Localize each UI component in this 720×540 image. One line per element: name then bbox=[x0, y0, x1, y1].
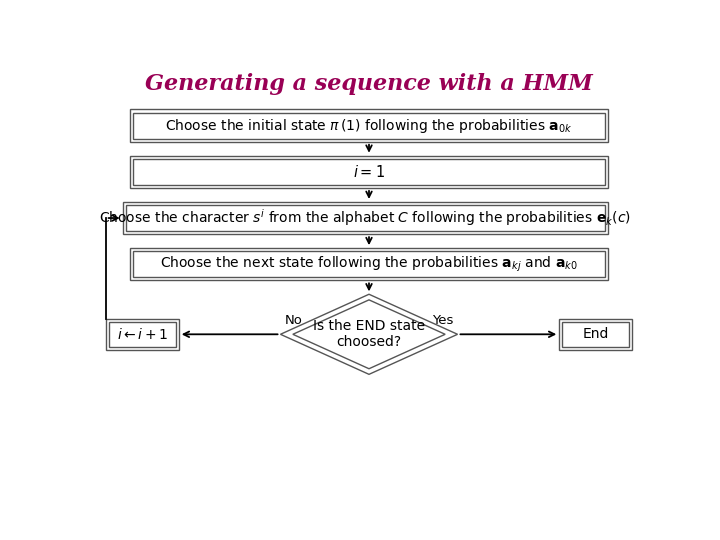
Bar bbox=[106, 319, 179, 350]
Text: $i = 1$: $i = 1$ bbox=[353, 164, 385, 180]
Text: End: End bbox=[582, 327, 609, 341]
Bar bbox=[109, 322, 176, 347]
Bar bbox=[133, 251, 605, 278]
Text: No: No bbox=[284, 314, 302, 327]
Bar bbox=[562, 322, 629, 347]
Bar bbox=[126, 205, 605, 231]
Text: $i \leftarrow i+1$: $i \leftarrow i+1$ bbox=[117, 327, 168, 342]
Text: Choose the initial state $\pi\,(1)$ following the probabilities $\mathbf{a}_{0k}: Choose the initial state $\pi\,(1)$ foll… bbox=[166, 117, 572, 134]
Bar bbox=[133, 159, 605, 185]
Text: Generating a sequence with a HMM: Generating a sequence with a HMM bbox=[145, 73, 593, 95]
Bar bbox=[130, 248, 608, 280]
Bar bbox=[130, 156, 608, 188]
Polygon shape bbox=[281, 294, 457, 374]
Text: Choose the character $s^{i}$ from the alphabet $C$ following the probabilities $: Choose the character $s^{i}$ from the al… bbox=[99, 207, 631, 228]
Bar bbox=[122, 202, 608, 234]
Text: Is the END state
choosed?: Is the END state choosed? bbox=[313, 319, 425, 349]
Bar bbox=[559, 319, 632, 350]
Text: Choose the next state following the probabilities $\mathbf{a}_{kj}$ and $\mathbf: Choose the next state following the prob… bbox=[160, 254, 578, 274]
Polygon shape bbox=[293, 300, 445, 369]
Text: Yes: Yes bbox=[432, 314, 454, 327]
Bar bbox=[130, 110, 608, 142]
Bar bbox=[133, 112, 605, 139]
